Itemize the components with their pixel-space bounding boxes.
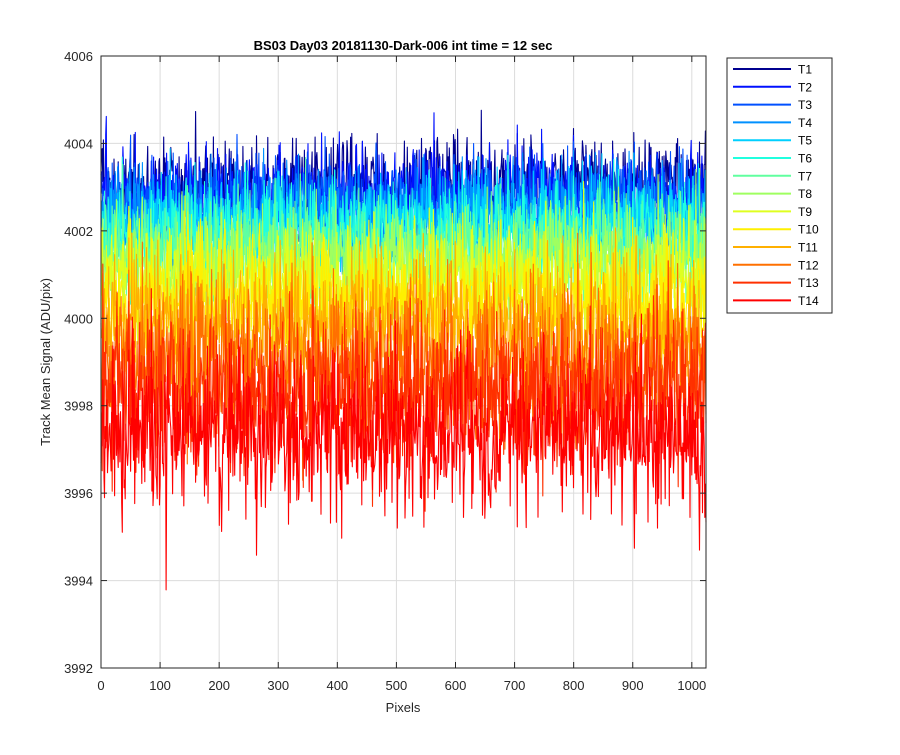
- legend-label-t10: T10: [798, 223, 819, 237]
- y-tick-label: 3996: [64, 486, 93, 501]
- y-ticks: 3992 3994 3996 3998 4000 4002 4004 4006: [64, 49, 706, 676]
- legend-label-t6: T6: [798, 152, 812, 166]
- y-axis-label: Track Mean Signal (ADU/pix): [38, 278, 53, 446]
- x-tick-label: 1000: [677, 678, 706, 693]
- series-line-t10: [100, 195, 707, 401]
- y-tick-label: 3992: [64, 661, 93, 676]
- legend-label-t5: T5: [798, 134, 812, 148]
- legend-label-t14: T14: [798, 294, 819, 308]
- series-line-t14: [100, 288, 707, 591]
- axes-box: [100, 55, 707, 669]
- x-tick-label: 200: [208, 678, 230, 693]
- x-tick-label: 0: [97, 678, 104, 693]
- y-tick-label: 3998: [64, 399, 93, 414]
- x-axis-label: Pixels: [386, 700, 421, 715]
- legend: T1 T2 T3 T4 T5 T6 T7 T8 T9 T10 T11 T12 T13 T14: [726, 57, 833, 314]
- y-tick-label: 4002: [64, 224, 93, 239]
- series-line-t12: [100, 232, 707, 481]
- legend-box: [726, 57, 833, 314]
- legend-label-t3: T3: [798, 98, 812, 112]
- legend-label-t9: T9: [798, 205, 812, 219]
- x-tick-label: 300: [267, 678, 289, 693]
- series-line-t13: [100, 260, 707, 512]
- legend-label-t12: T12: [798, 258, 819, 272]
- x-tick-label: 400: [326, 678, 348, 693]
- x-tick-label: 500: [386, 678, 408, 693]
- chart-title: BS03 Day03 20181130-Dark-006 int time = …: [254, 38, 553, 53]
- plot-lines: [100, 109, 707, 591]
- legend-label-t8: T8: [798, 187, 812, 201]
- y-tick-label: 4006: [64, 49, 93, 64]
- y-tick-label: 3994: [64, 574, 93, 589]
- x-tick-label: 900: [622, 678, 644, 693]
- x-ticks: 0 100 200 300 400 500 600 700 800 900 1000: [97, 56, 706, 693]
- legend-label-t1: T1: [798, 63, 812, 77]
- x-tick-label: 700: [504, 678, 526, 693]
- legend-label-t13: T13: [798, 276, 819, 290]
- legend-label-t7: T7: [798, 169, 812, 183]
- x-tick-label: 100: [149, 678, 171, 693]
- x-tick-label: 800: [563, 678, 585, 693]
- legend-label-t11: T11: [798, 241, 818, 255]
- y-tick-label: 4000: [64, 311, 93, 326]
- x-tick-label: 600: [445, 678, 467, 693]
- y-tick-label: 4004: [64, 136, 93, 151]
- legend-label-t4: T4: [798, 116, 812, 130]
- legend-label-t2: T2: [798, 80, 812, 94]
